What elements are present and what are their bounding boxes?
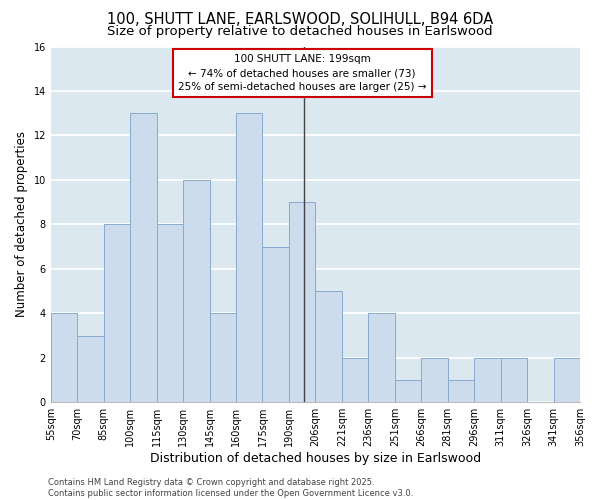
Bar [51,314,77,402]
Text: 100, SHUTT LANE, EARLSWOOD, SOLIHULL, B94 6DA: 100, SHUTT LANE, EARLSWOOD, SOLIHULL, B9… [107,12,493,28]
Text: 100 SHUTT LANE: 199sqm
← 74% of detached houses are smaller (73)
25% of semi-det: 100 SHUTT LANE: 199sqm ← 74% of detached… [178,54,427,92]
Bar [448,380,474,402]
Bar [104,224,130,402]
Bar [500,358,527,402]
Bar [183,180,209,402]
Bar [342,358,368,402]
Bar [262,246,289,402]
Bar [316,291,342,402]
Bar [554,358,580,402]
Y-axis label: Number of detached properties: Number of detached properties [15,132,28,318]
Bar [236,113,262,402]
Bar [368,314,395,402]
Bar [209,314,236,402]
Bar [130,113,157,402]
Text: Size of property relative to detached houses in Earlswood: Size of property relative to detached ho… [107,25,493,38]
X-axis label: Distribution of detached houses by size in Earlswood: Distribution of detached houses by size … [150,452,481,465]
Bar [77,336,104,402]
Bar [421,358,448,402]
Bar [289,202,316,402]
Text: Contains HM Land Registry data © Crown copyright and database right 2025.
Contai: Contains HM Land Registry data © Crown c… [48,478,413,498]
Bar [395,380,421,402]
Bar [157,224,183,402]
Bar [474,358,500,402]
